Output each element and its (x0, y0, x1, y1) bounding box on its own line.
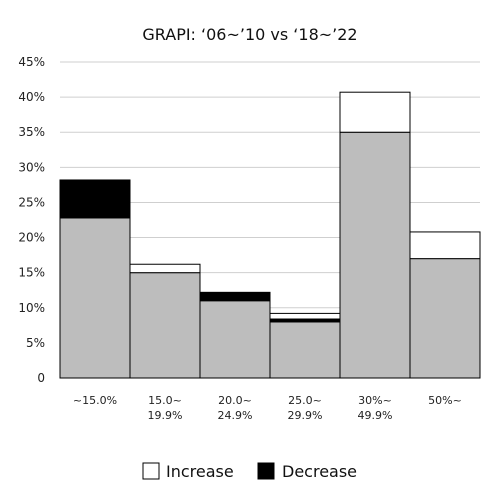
x-tick-label: 25.0~ 29.9% (288, 394, 323, 422)
x-tick-label: ~15.0% (73, 394, 117, 407)
bar-base (59, 217, 131, 379)
y-tick-label: 5% (26, 336, 45, 350)
bar-increase (339, 91, 411, 133)
y-tick-label: 10% (18, 301, 45, 315)
chart-title: GRAPI: ‘06~’10 vs ‘18~’22 (142, 25, 357, 44)
y-tick-label: 20% (18, 231, 45, 245)
y-tick-label: 40% (18, 90, 45, 104)
y-tick-label: 35% (18, 125, 45, 139)
bar-base (129, 272, 201, 379)
bars (59, 91, 481, 379)
bar-base (339, 131, 411, 379)
bar-decrease (59, 179, 131, 219)
legend-swatch-decrease (257, 462, 275, 480)
y-tick-label: 45% (18, 55, 45, 69)
y-tick-label: 25% (18, 195, 45, 209)
y-tick-label: 30% (18, 160, 45, 174)
bar-increase (129, 263, 201, 274)
legend-label-increase: Increase (166, 462, 234, 481)
y-tick-label: 0 (37, 371, 45, 385)
bar-decrease (269, 318, 341, 323)
legend-swatch-increase (142, 462, 160, 480)
bar-increase (409, 231, 481, 260)
x-tick-label: 50%~ (428, 394, 462, 407)
bar-base (199, 300, 271, 379)
x-tick-label: 30%~ 49.9% (358, 394, 393, 422)
bar-base (409, 258, 481, 379)
x-tick-label: 20.0~ 24.9% (218, 394, 253, 422)
x-tick-label: 15.0~ 19.9% (148, 394, 183, 422)
bar-decrease (199, 291, 271, 302)
y-axis-ticks: 0 5% 10% 15% 20% 25% 30% 35% 40% 45% (18, 55, 45, 385)
legend: Increase Decrease (142, 462, 357, 481)
bar-base (269, 321, 341, 379)
y-tick-label: 15% (18, 266, 45, 280)
x-axis-ticks: ~15.0% 15.0~ 19.9% 20.0~ 24.9% 25.0~ 29.9% 30%~… (73, 394, 462, 422)
legend-label-decrease: Decrease (282, 462, 357, 481)
